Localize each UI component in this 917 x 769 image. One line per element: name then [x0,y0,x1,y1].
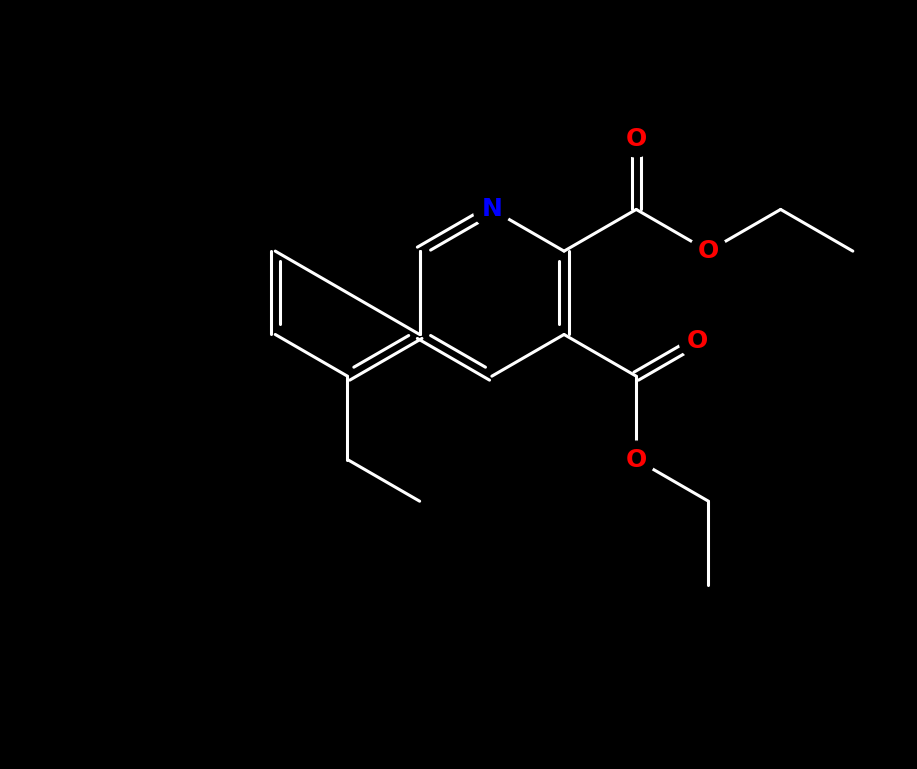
Circle shape [473,191,510,228]
Text: O: O [698,239,719,263]
Text: O: O [625,448,646,471]
Circle shape [618,441,655,478]
Text: O: O [687,328,708,353]
Circle shape [691,233,727,269]
Circle shape [618,120,655,157]
Circle shape [679,322,716,359]
Text: O: O [625,127,646,151]
Text: N: N [481,198,503,221]
